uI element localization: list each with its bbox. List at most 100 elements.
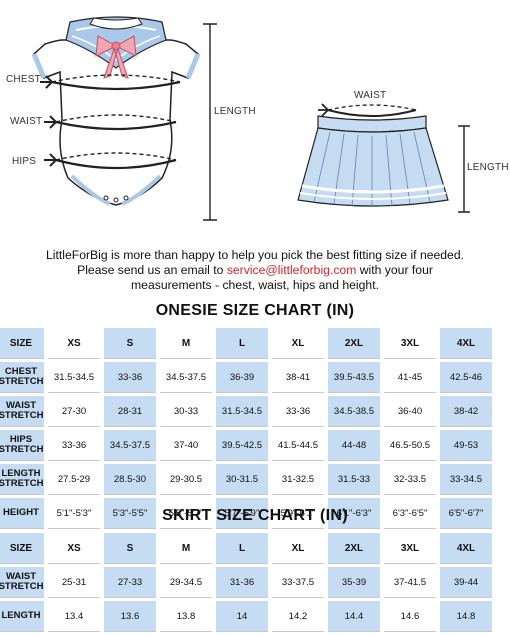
skirt-waist-label: WAIST — [354, 90, 387, 101]
table-cell: 42.5-46 — [440, 362, 492, 393]
size-column-header: 2XL — [328, 533, 380, 564]
onesie-drawing — [31, 16, 217, 221]
table-cell: 35-39 — [328, 567, 380, 598]
table-cell: 34.5-38.5 — [328, 396, 380, 427]
table-cell: 31.5-34.5 — [216, 396, 268, 427]
table-cell: 38-42 — [440, 396, 492, 427]
table-cell: 27-30 — [48, 396, 100, 427]
table-cell: 44-48 — [328, 430, 380, 461]
onesie-size-table: SIZE XS S M L XL 2XL 3XL 4XL CHEST STRETCH 31.5-34… — [0, 325, 496, 532]
table-cell: 49-53 — [440, 430, 492, 461]
table-cell: 29-34.5 — [160, 567, 212, 598]
table-row: LENGTH 13.4 13.6 13.8 14 14.2 14.4 14.6 14.8 — [0, 601, 492, 632]
support-email-link[interactable]: service@littleforbig.com — [226, 263, 357, 277]
table-cell: 37-41.5 — [384, 567, 436, 598]
table-cell: 33-36 — [272, 396, 324, 427]
table-cell: 14.4 — [328, 601, 380, 632]
row-label: HEIGHT — [0, 498, 44, 529]
size-column-header: XS — [48, 533, 100, 564]
table-cell: 33-34.5 — [440, 464, 492, 495]
table-cell: 34.5-37.5 — [160, 362, 212, 393]
table-cell: 39.5-43.5 — [328, 362, 380, 393]
hips-label: HIPS — [12, 156, 37, 167]
size-illustration: CHEST WAIST HIPS LENGTH WAIST LENGTH — [0, 0, 510, 240]
size-column-header: XL — [272, 328, 324, 359]
size-column-header: XS — [48, 328, 100, 359]
table-cell: 5'5"-5'7" — [160, 498, 212, 529]
table-row: LENGTH STRETCH 27.5-29 28.5-30 29-30.5 30-31… — [0, 464, 492, 495]
table-cell: 33-36 — [48, 430, 100, 461]
table-cell: 5'9"-6'1" — [272, 498, 324, 529]
table-cell: 13.8 — [160, 601, 212, 632]
table-cell: 31.5-34.5 — [48, 362, 100, 393]
table-row: WAIST STRETCH 27-30 28-31 30-33 31.5-34.5 33-… — [0, 396, 492, 427]
table-cell: 31-32.5 — [272, 464, 324, 495]
table-cell: 28.5-30 — [104, 464, 156, 495]
intro-line-3: measurements - chest, waist, hips and he… — [131, 278, 379, 292]
table-cell: 36-40 — [384, 396, 436, 427]
table-row: CHEST STRETCH 31.5-34.5 33-36 34.5-37.5 36-3… — [0, 362, 492, 393]
skirt-size-table: SIZE XS S M L XL 2XL 3XL 4XL WAIST STRETCH 25-31 27… — [0, 530, 496, 635]
garment-drawings — [31, 16, 470, 221]
table-cell: 13.4 — [48, 601, 100, 632]
row-label: LENGTH — [0, 601, 44, 632]
size-column-header: 3XL — [384, 328, 436, 359]
onesie-length-label: LENGTH — [214, 106, 256, 117]
size-column-header: L — [216, 328, 268, 359]
table-cell: 27.5-29 — [48, 464, 100, 495]
size-header-cell: SIZE — [0, 328, 44, 359]
table-row: WAIST STRETCH 25-31 27-33 29-34.5 31-36 33-37… — [0, 567, 492, 598]
skirt-length-label: LENGTH — [467, 162, 509, 173]
table-cell: 6'3"-6'5" — [384, 498, 436, 529]
table-cell: 31-36 — [216, 567, 268, 598]
table-cell: 25-31 — [48, 567, 100, 598]
table-cell: 30-33 — [160, 396, 212, 427]
table-cell: 33-36 — [104, 362, 156, 393]
table-cell: 31.5-33 — [328, 464, 380, 495]
table-cell: 36-39 — [216, 362, 268, 393]
size-column-header: 4XL — [440, 328, 492, 359]
table-cell: 6'5"-6'7" — [440, 498, 492, 529]
table-cell: 13.6 — [104, 601, 156, 632]
onesie-chart-title: ONESIE SIZE CHART (IN) — [155, 302, 355, 319]
intro-line-2: Please send us an email to service@littl… — [0, 263, 510, 278]
table-cell: 5'3"-5'5" — [104, 498, 156, 529]
table-row: HIPS STRETCH 33-36 34.5-37.5 37-40 39.5-42.5… — [0, 430, 492, 461]
table-cell: 30-31.5 — [216, 464, 268, 495]
waist-label: WAIST — [10, 116, 43, 127]
table-cell: 39-44 — [440, 567, 492, 598]
table-cell: 38-41 — [272, 362, 324, 393]
table-cell: 14 — [216, 601, 268, 632]
chest-label: CHEST — [6, 74, 41, 85]
row-label: WAIST STRETCH — [0, 567, 44, 598]
size-column-header: S — [104, 328, 156, 359]
table-cell: 29-30.5 — [160, 464, 212, 495]
size-column-header: 4XL — [440, 533, 492, 564]
table-cell: 5'1"-5'3" — [48, 498, 100, 529]
table-cell: 14.6 — [384, 601, 436, 632]
size-column-header: L — [216, 533, 268, 564]
table-cell: 33-37.5 — [272, 567, 324, 598]
table-cell: 28-31 — [104, 396, 156, 427]
row-label: CHEST STRETCH — [0, 362, 44, 393]
intro-line-1: LittleForBig is more than happy to help … — [46, 248, 464, 262]
row-label: WAIST STRETCH — [0, 396, 44, 427]
intro-line-2-prefix: Please send us an email to — [77, 263, 227, 277]
table-cell: 32-33.5 — [384, 464, 436, 495]
skirt-chart-title: SKIRT SIZE CHART (IN) — [162, 507, 348, 524]
table-cell: 5'7"-5'9" — [216, 498, 268, 529]
size-header-cell: SIZE — [0, 533, 44, 564]
table-cell: 14.8 — [440, 601, 492, 632]
size-column-header: M — [160, 328, 212, 359]
table-cell: 14.2 — [272, 601, 324, 632]
table-cell: 39.5-42.5 — [216, 430, 268, 461]
table-cell: 37-40 — [160, 430, 212, 461]
table-cell: 41-45 — [384, 362, 436, 393]
size-column-header: M — [160, 533, 212, 564]
table-cell: 6'1"-6'3" — [328, 498, 380, 529]
table-cell: 34.5-37.5 — [104, 430, 156, 461]
table-cell: 46.5-50.5 — [384, 430, 436, 461]
table-cell: 27-33 — [104, 567, 156, 598]
table-cell: 41.5-44.5 — [272, 430, 324, 461]
row-label: LENGTH STRETCH — [0, 464, 44, 495]
